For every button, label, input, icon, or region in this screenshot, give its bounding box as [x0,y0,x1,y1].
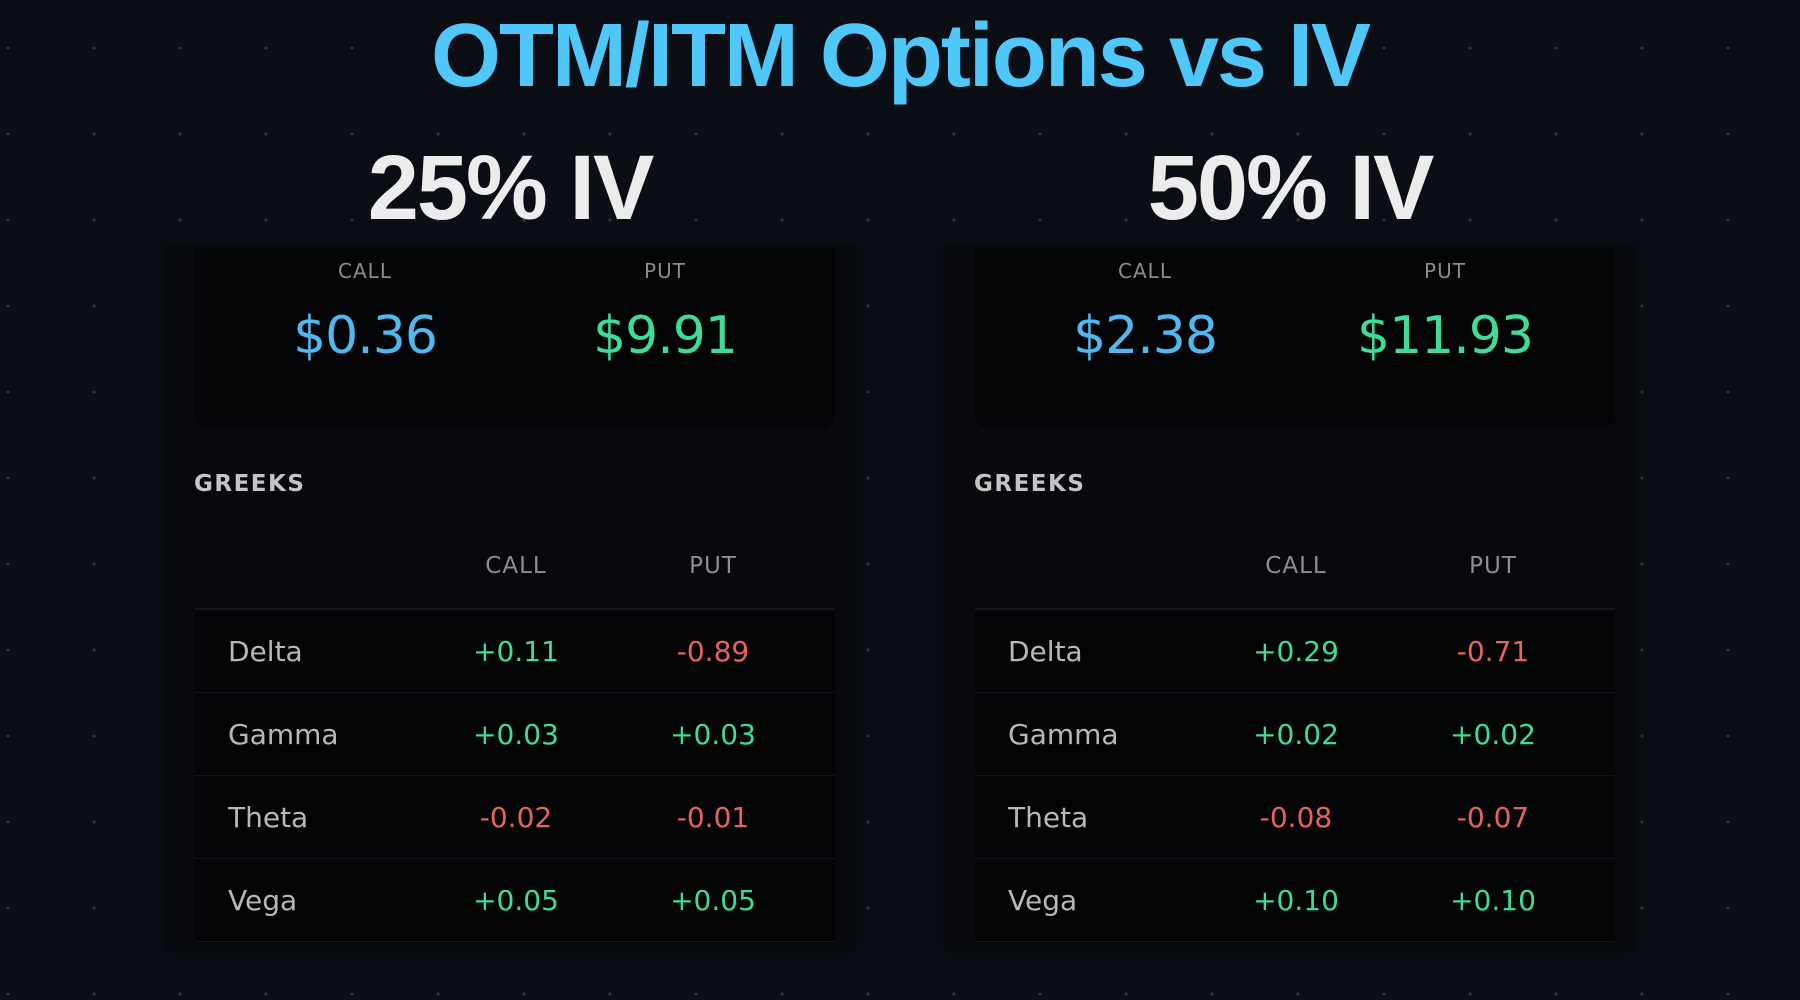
call-price-value: $2.38 [1073,306,1218,366]
call-price-column: CALL $2.38 [995,248,1295,366]
put-greek-value: -0.01 [676,800,750,834]
put-price-column: PUT $9.91 [515,248,815,366]
table-row-gamma: Gamma +0.03 +0.03 [195,693,835,776]
put-greek-value: -0.71 [1456,634,1530,668]
greeks-table: CALL PUT Delta +0.11 -0.89 Gamma +0.03 +… [195,524,835,943]
column-header-put: PUT [1469,553,1517,579]
call-greek-value: -0.02 [479,800,553,834]
greeks-section-title: GREEKS [974,471,1086,497]
call-greek-value: +0.29 [1253,634,1339,668]
greek-name: Gamma [228,717,339,751]
call-price-label: CALL [338,259,392,283]
column-header-put: PUT [689,553,737,579]
put-greek-value: -0.07 [1456,800,1530,834]
put-price-column: PUT $11.93 [1295,248,1595,366]
greeks-table-header: CALL PUT [195,524,835,610]
greek-name: Theta [228,800,309,834]
put-greek-value: +0.05 [670,883,756,917]
call-price-value: $0.36 [293,306,438,366]
put-greek-value: -0.89 [676,634,750,668]
greek-name: Vega [228,883,298,917]
table-row-theta: Theta -0.08 -0.07 [975,776,1615,859]
greeks-table-header: CALL PUT [975,524,1615,610]
greek-name: Gamma [1008,717,1119,751]
call-greek-value: -0.08 [1259,800,1333,834]
call-greek-value: +0.11 [473,634,559,668]
panel-heading-25-iv: 25% IV [367,137,655,239]
call-greek-value: +0.02 [1253,717,1339,751]
put-price-value: $11.93 [1357,306,1534,366]
put-price-label: PUT [1424,259,1466,283]
column-header-call: CALL [1265,553,1327,579]
page-title: OTM/ITM Options vs IV [430,6,1371,106]
put-greek-value: +0.10 [1450,883,1536,917]
call-price-label: CALL [1118,259,1172,283]
greeks-section-title: GREEKS [194,471,306,497]
options-panel-25-iv: CALL $0.36 PUT $9.91 GREEKS CALL PUT Del… [165,245,855,950]
price-card: CALL $2.38 PUT $11.93 [975,248,1615,428]
greek-name: Vega [1008,883,1078,917]
call-greek-value: +0.05 [473,883,559,917]
greek-name: Theta [1008,800,1089,834]
put-greek-value: +0.02 [1450,717,1536,751]
table-row-delta: Delta +0.11 -0.89 [195,610,835,693]
put-greek-value: +0.03 [670,717,756,751]
table-row-delta: Delta +0.29 -0.71 [975,610,1615,693]
call-greek-value: +0.10 [1253,883,1339,917]
options-panel-50-iv: CALL $2.38 PUT $11.93 GREEKS CALL PUT De… [945,245,1635,950]
call-greek-value: +0.03 [473,717,559,751]
put-price-label: PUT [644,259,686,283]
greek-name: Delta [1008,634,1083,668]
greeks-table: CALL PUT Delta +0.29 -0.71 Gamma +0.02 +… [975,524,1615,943]
call-price-column: CALL $0.36 [215,248,515,366]
table-row-gamma: Gamma +0.02 +0.02 [975,693,1615,776]
table-row-vega: Vega +0.05 +0.05 [195,859,835,942]
put-price-value: $9.91 [593,306,738,366]
panel-heading-50-iv: 50% IV [1147,137,1435,239]
table-row-theta: Theta -0.02 -0.01 [195,776,835,859]
price-card: CALL $0.36 PUT $9.91 [195,248,835,428]
table-row-vega: Vega +0.10 +0.10 [975,859,1615,942]
column-header-call: CALL [485,553,547,579]
greek-name: Delta [228,634,303,668]
